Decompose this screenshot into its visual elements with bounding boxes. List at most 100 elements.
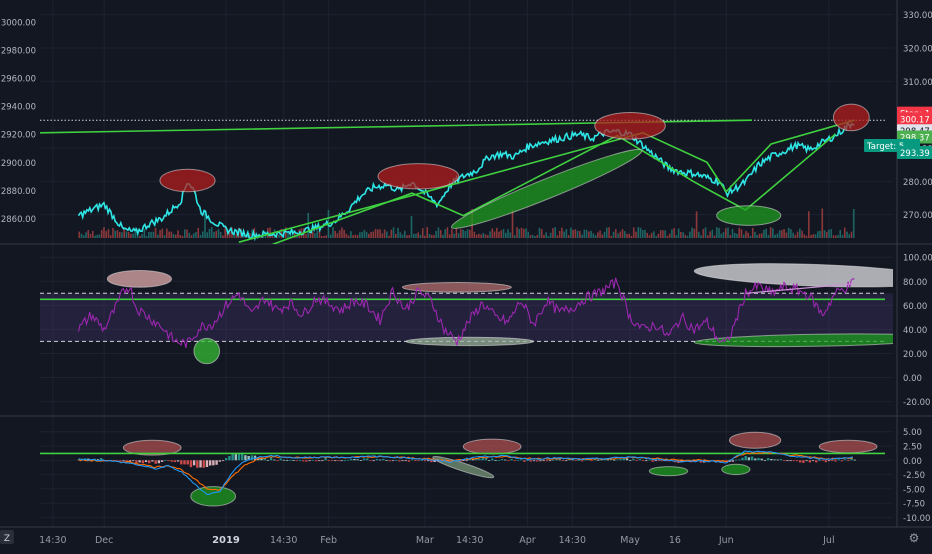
macd-histogram-bar [231, 453, 234, 461]
volume-bar [518, 228, 521, 238]
macd-histogram-bar [596, 459, 600, 461]
volume-bar [359, 232, 361, 238]
volume-bar [334, 230, 336, 238]
right-axis-tick-label: -2.50 [903, 471, 925, 481]
macd-histogram-bar [273, 459, 276, 461]
macd-histogram-bar [173, 460, 177, 463]
volume-bar [675, 235, 678, 238]
volume-bar [388, 235, 390, 238]
volume-bar [284, 227, 287, 238]
macd-histogram-bar [484, 457, 488, 461]
macd-histogram-bar [770, 458, 773, 461]
macd-histogram-bar [375, 458, 379, 461]
volume-bar [451, 228, 453, 238]
volume-bar [354, 234, 357, 238]
volume-bar [123, 227, 125, 238]
macd-histogram-bar [616, 459, 619, 461]
price-pane [40, 103, 885, 244]
macd-histogram-bar [401, 460, 404, 462]
volume-bar [208, 228, 211, 238]
zoom-reset-button[interactable] [0, 530, 14, 544]
volume-bar [614, 229, 617, 238]
volume-bar [132, 233, 134, 238]
volume-bar [150, 231, 152, 238]
volume-bar [217, 229, 220, 238]
volume-bar [547, 235, 550, 238]
macd-histogram-bar [289, 459, 292, 461]
macd-histogram-bar [247, 455, 250, 461]
time-tick-label: 14:30 [456, 535, 483, 546]
volume-bar [644, 229, 646, 238]
volume-bar [727, 227, 729, 238]
macd-histogram-bar [782, 460, 786, 462]
volume-bar [686, 235, 689, 238]
macd-histogram-bar [154, 460, 157, 464]
macd-histogram-bar [205, 460, 209, 468]
macd-histogram-bar [478, 458, 481, 461]
time-tick-label: Mar [416, 535, 434, 546]
macd-histogram-bar [282, 459, 286, 461]
macd-histogram-bar [805, 460, 808, 462]
highlight-ellipse [728, 431, 782, 449]
macd-histogram-bar [160, 460, 164, 462]
volume-bar [381, 233, 384, 238]
right-axis-tick-label: 40.00 [903, 326, 927, 336]
volume-bar [439, 230, 442, 238]
volume-bar [572, 229, 574, 238]
volume-bar [549, 232, 552, 238]
settings-icon[interactable]: ⚙ [909, 531, 920, 545]
volume-bar [455, 227, 458, 238]
macd-histogram-bar [760, 458, 763, 461]
right-axis-tick-label: 5.00 [903, 428, 922, 438]
volume-bar [736, 233, 738, 238]
macd-histogram-bar [744, 455, 747, 461]
volume-bar [114, 230, 116, 238]
volume-bar [646, 232, 648, 238]
volume-bar [594, 235, 597, 238]
volume-bar [682, 232, 684, 238]
left-axis-tick-label: 2960.00 [1, 75, 36, 85]
macd-histogram-bar [436, 460, 440, 462]
volume-bar [475, 234, 478, 238]
volume-bar [316, 230, 319, 238]
macd-histogram-bar [356, 459, 359, 461]
macd-histogram-bar [471, 459, 475, 461]
volume-bar [462, 229, 464, 238]
volume-bar [175, 234, 177, 238]
volume-bar [852, 209, 855, 238]
volume-bar [677, 228, 680, 238]
macd-histogram-bar [625, 458, 629, 461]
volume-bar [130, 233, 132, 238]
volume-bar [673, 228, 675, 238]
volume-bar [154, 227, 157, 238]
highlight-ellipse [106, 269, 172, 288]
volume-bar [828, 229, 830, 238]
right-axis-tick-label: 60.00 [903, 302, 927, 312]
volume-bar [718, 227, 720, 238]
macd-histogram-bar [584, 459, 587, 461]
volume-bar [482, 232, 485, 238]
volume-bar [228, 231, 231, 238]
volume-bar [821, 208, 824, 238]
macd-histogram-bar [212, 460, 215, 466]
volume-bar [109, 235, 112, 238]
volume-bar [280, 228, 283, 238]
macd-histogram-bar [680, 460, 683, 462]
volume-bar [516, 227, 518, 238]
volume-bar [666, 235, 669, 238]
volume-bar [170, 231, 173, 238]
macd-histogram-bar [795, 460, 799, 462]
volume-bar [756, 235, 758, 238]
volume-bar [417, 232, 420, 238]
macd-histogram-bar [269, 457, 273, 461]
macd-histogram-bar [417, 460, 420, 462]
macd-histogram-bar [532, 460, 536, 462]
left-axis-tick-label: 3000.00 [1, 19, 36, 29]
volume-bar [148, 232, 150, 238]
volume-bar [790, 229, 792, 238]
rsi-band [40, 293, 893, 342]
macd-histogram-bar [122, 460, 125, 462]
macd-histogram-bar [199, 460, 202, 468]
volume-bar [843, 227, 846, 238]
macd-histogram-bar [802, 460, 805, 463]
